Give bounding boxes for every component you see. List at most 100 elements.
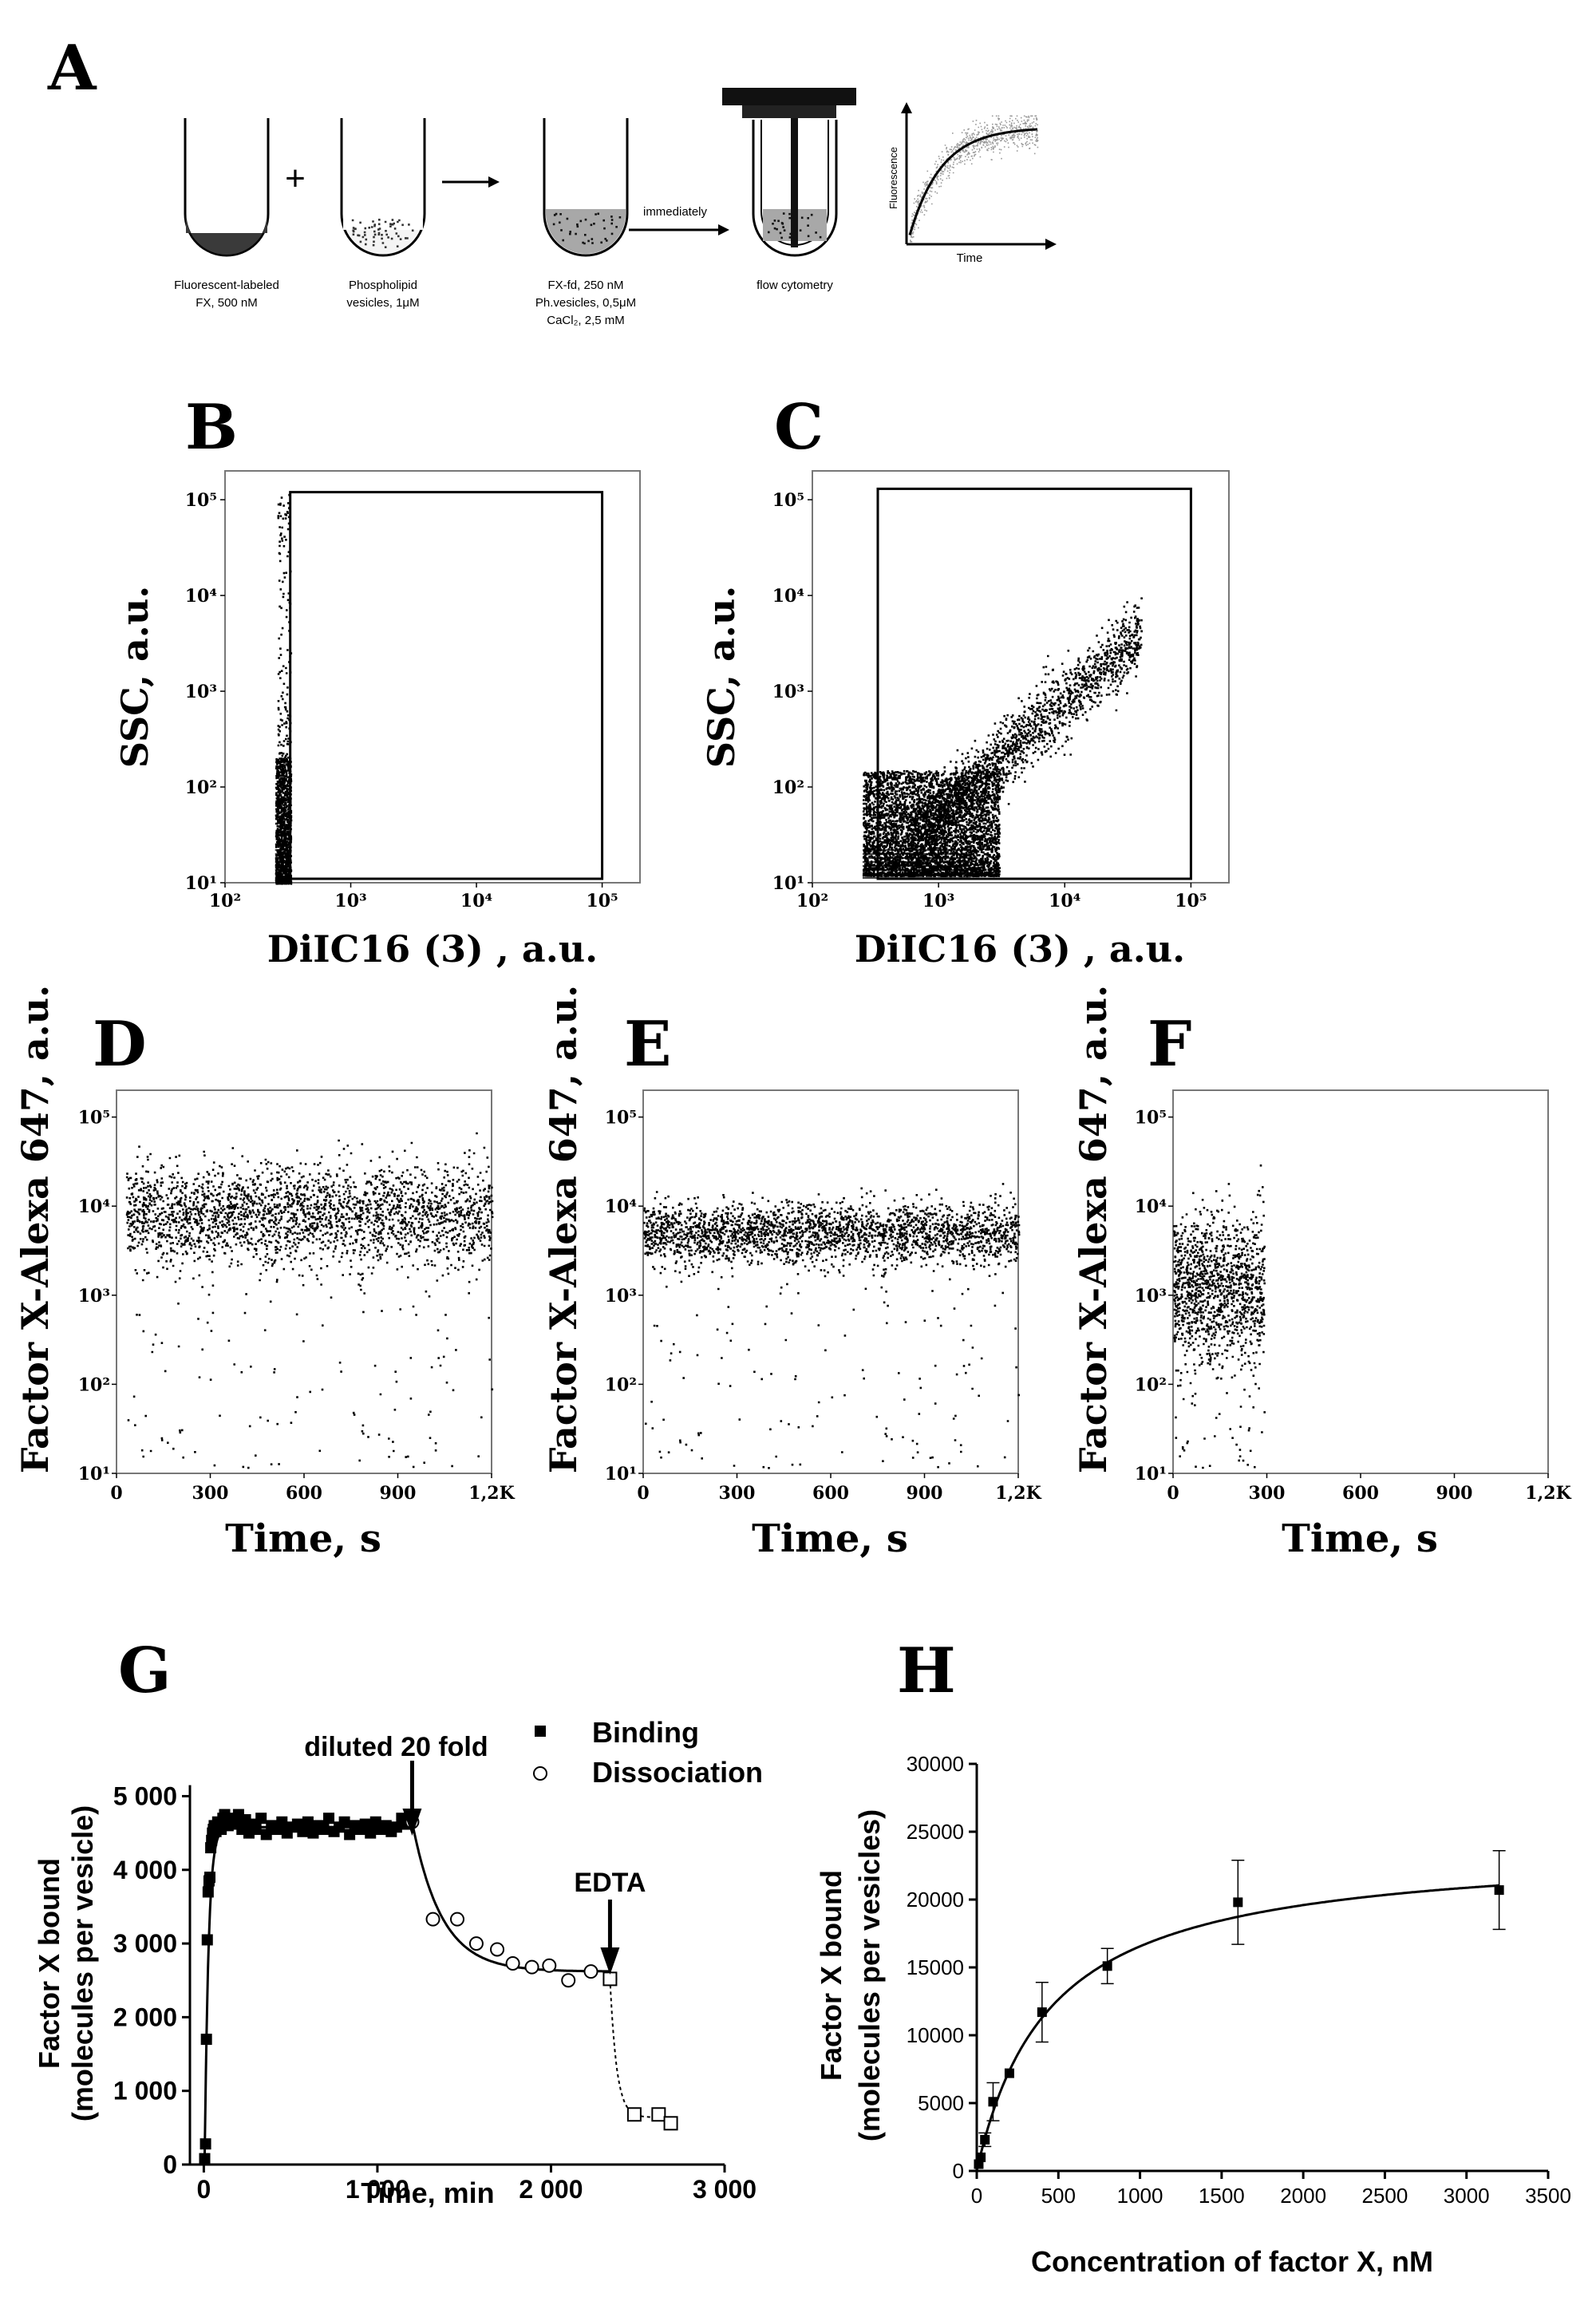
x-tick-label: 10³ <box>334 891 366 911</box>
data-point <box>1037 2007 1047 2018</box>
chart-c-x-ticks: 10² 10³ 10⁴ 10⁵ <box>796 883 1207 911</box>
binding-point <box>276 1816 288 1828</box>
chart-b-y-label: SSC, a.u. <box>113 586 156 769</box>
x-tick-label: 0 <box>637 1483 649 1504</box>
annotation-diluted: diluted 20 fold <box>304 1732 488 1762</box>
y-tick-label: 10⁴ <box>772 586 804 607</box>
x-tick-label: 0 <box>1167 1483 1179 1504</box>
y-tick-label: 10³ <box>185 682 217 702</box>
chart-b-x-ticks: 10² 10³ 10⁴ 10⁵ <box>209 883 618 911</box>
chart-h-y-label-line1: Factor X bound <box>815 1870 847 2081</box>
cytometer-needle <box>791 118 798 247</box>
legend-dissociation-label: Dissociation <box>592 1756 763 1789</box>
inset-scatter <box>910 115 1039 243</box>
tube-3-label-line2: Ph.vesicles, 0,5μM <box>535 296 636 310</box>
binding-point <box>318 1824 330 1835</box>
chart-e-frame <box>642 1089 1019 1474</box>
legend-dissociation-marker <box>533 1766 547 1781</box>
edta-point <box>663 2116 678 2131</box>
y-tick-label: 10² <box>185 777 217 798</box>
x-tick-label: 0 <box>110 1483 122 1504</box>
inset-y-arrow <box>901 102 912 113</box>
y-tick-label: 2 000 <box>113 2003 177 2031</box>
chart-e-events <box>643 1183 1021 1469</box>
y-tick-label: 0 <box>163 2150 177 2179</box>
y-tick-label: 10¹ <box>1135 1464 1167 1485</box>
x-tick-label: 600 <box>286 1483 322 1504</box>
chart-h-x-label: Concentration of factor X, nM <box>1031 2245 1433 2278</box>
y-tick-label: 10¹ <box>78 1464 110 1485</box>
y-tick-label: 10² <box>772 777 804 798</box>
y-tick-label: 10⁴ <box>185 586 217 607</box>
y-tick-label: 10⁵ <box>185 490 217 511</box>
event-dots <box>1173 1164 1266 1469</box>
chart-h: 0 500 1000 1500 2000 2500 3000 3500 0 5000 10000 1… <box>815 1752 1571 2278</box>
arrow-2-head <box>718 224 729 235</box>
annotation-diluted-arrowhead <box>402 1809 422 1836</box>
inset-scatter-dots <box>910 115 1039 243</box>
y-tick-label: 4 000 <box>113 1856 177 1884</box>
dissociation-point <box>450 1912 464 1927</box>
event-dots <box>552 212 622 245</box>
y-tick-label: 10⁵ <box>78 1108 110 1129</box>
data-point <box>988 2097 998 2107</box>
chart-d: 0 300 600 900 1,2K 10¹ 10² 10³ 10⁴ 10⁵ Time, s F… <box>14 985 516 1561</box>
arrow-1-head <box>488 176 500 188</box>
y-tick-label: 10³ <box>78 1286 110 1307</box>
chart-b-x-label: DiIC16 (3) , a.u. <box>267 927 598 971</box>
y-tick-label: 10⁴ <box>605 1196 637 1217</box>
chart-h-x-ticks: 0 500 1000 1500 2000 2500 3000 3500 <box>971 2171 1571 2208</box>
chart-g-x-label: Time, min <box>361 2177 494 2209</box>
tube-2-label-line1: Phospholipid <box>349 279 417 292</box>
chart-f-events <box>1173 1164 1266 1469</box>
chart-e-y-ticks: 10¹ 10² 10³ 10⁴ 10⁵ <box>605 1108 643 1485</box>
binding-point <box>302 1816 314 1828</box>
binding-point <box>344 1829 356 1840</box>
x-tick-label: 10² <box>796 891 828 911</box>
x-tick-label: 1,2K <box>468 1483 515 1504</box>
chart-e-x-label: Time, s <box>752 1516 908 1561</box>
chart-c-gate <box>876 487 1192 880</box>
edta-point <box>626 2107 642 2122</box>
event-dots <box>351 219 414 248</box>
chart-h-y-ticks: 0 5000 10000 15000 20000 25000 30000 <box>907 1752 977 2183</box>
x-tick-label: 1 000 <box>346 2175 409 2204</box>
event-dots <box>768 212 822 239</box>
binding-point <box>297 1825 309 1837</box>
x-tick-label: 2000 <box>1280 2184 1326 2208</box>
y-tick-label: 10² <box>78 1374 110 1395</box>
chart-g-annotations: diluted 20 fold EDTA <box>304 1732 646 1975</box>
y-tick-label: 1 000 <box>113 2077 177 2105</box>
tube-4-particle-dots <box>768 212 822 239</box>
binding-point <box>255 1813 267 1825</box>
chart-g-x-ticks: 0 1 000 2 000 3 000 <box>197 2165 757 2204</box>
x-tick-label: 1000 <box>1117 2184 1163 2208</box>
x-tick-label: 900 <box>907 1483 943 1504</box>
y-tick-label: 10⁵ <box>1135 1108 1167 1129</box>
immediately-label: immediately <box>643 205 708 219</box>
panel-label-a: A <box>47 32 97 105</box>
binding-point <box>338 1816 350 1828</box>
y-tick-label: 10³ <box>1135 1286 1167 1307</box>
inset-fit-curve <box>908 128 1038 235</box>
y-tick-label: 10² <box>605 1374 637 1395</box>
data-point <box>1004 2068 1014 2078</box>
x-tick-label: 0 <box>197 2175 211 2204</box>
event-dots <box>911 597 1143 872</box>
y-tick-label: 25000 <box>907 1820 964 1844</box>
data-point <box>1233 1897 1243 1908</box>
x-tick-label: 900 <box>1436 1483 1473 1504</box>
chart-g-points <box>199 1809 678 2165</box>
x-tick-label: 3000 <box>1444 2184 1490 2208</box>
chart-h-axes <box>975 1764 1548 2173</box>
binding-point <box>323 1813 335 1825</box>
chart-d-x-label: Time, s <box>225 1516 381 1561</box>
chart-f-y-label: Factor X-Alexa 647, a.u. <box>1072 985 1115 1473</box>
schematic-panel: Fluorescent-labeled FX, 500 nM + Phospho… <box>174 88 1057 327</box>
x-tick-label: 1,2K <box>995 1483 1041 1504</box>
y-tick-label: 20000 <box>907 1888 964 1912</box>
tube-2-label-line2: vesicles, 1μM <box>346 296 419 310</box>
y-tick-label: 10¹ <box>185 873 217 894</box>
chart-g-y-label-line1: Factor X bound <box>33 1858 65 2069</box>
edta-fit-curve <box>609 1979 671 2118</box>
